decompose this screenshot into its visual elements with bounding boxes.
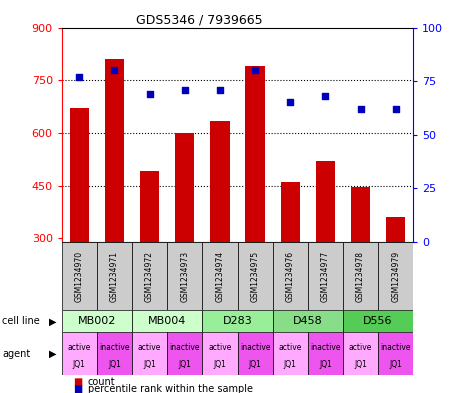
- Text: inactive: inactive: [380, 343, 411, 352]
- Bar: [273, 242, 308, 310]
- Text: active: active: [349, 343, 372, 352]
- Text: MB002: MB002: [78, 316, 116, 326]
- Point: [216, 86, 224, 93]
- Bar: [62, 310, 132, 332]
- Text: inactive: inactive: [240, 343, 270, 352]
- Text: active: active: [278, 343, 302, 352]
- Point: [181, 86, 189, 93]
- Text: GSM1234978: GSM1234978: [356, 251, 365, 301]
- Text: percentile rank within the sample: percentile rank within the sample: [88, 384, 253, 393]
- Text: JQ1: JQ1: [319, 360, 332, 369]
- Bar: [386, 217, 405, 343]
- Text: inactive: inactive: [99, 343, 130, 352]
- Bar: [281, 182, 300, 343]
- Text: GSM1234979: GSM1234979: [391, 250, 400, 302]
- Bar: [175, 133, 194, 343]
- Text: JQ1: JQ1: [389, 360, 402, 369]
- Bar: [62, 242, 97, 310]
- Point: [322, 93, 329, 99]
- Text: JQ1: JQ1: [143, 360, 156, 369]
- Bar: [351, 187, 370, 343]
- Bar: [308, 242, 343, 310]
- Text: cell line: cell line: [2, 316, 40, 326]
- Point: [357, 106, 364, 112]
- Bar: [202, 332, 238, 375]
- Bar: [62, 332, 97, 375]
- Bar: [273, 310, 343, 332]
- Bar: [273, 332, 308, 375]
- Text: JQ1: JQ1: [248, 360, 262, 369]
- Text: active: active: [67, 343, 91, 352]
- Bar: [202, 242, 238, 310]
- Point: [286, 99, 294, 106]
- Bar: [105, 59, 124, 343]
- Point: [392, 106, 399, 112]
- Bar: [140, 171, 159, 343]
- Text: JQ1: JQ1: [213, 360, 227, 369]
- Text: JQ1: JQ1: [108, 360, 121, 369]
- Bar: [70, 108, 89, 343]
- Text: JQ1: JQ1: [354, 360, 367, 369]
- Bar: [343, 332, 378, 375]
- Text: GSM1234977: GSM1234977: [321, 250, 330, 302]
- Bar: [202, 310, 273, 332]
- Bar: [97, 332, 132, 375]
- Bar: [167, 332, 202, 375]
- Bar: [308, 332, 343, 375]
- Text: inactive: inactive: [310, 343, 341, 352]
- Text: active: active: [208, 343, 232, 352]
- Text: GSM1234970: GSM1234970: [75, 250, 84, 302]
- Bar: [378, 332, 413, 375]
- Text: MB004: MB004: [148, 316, 186, 326]
- Point: [146, 91, 153, 97]
- Text: GDS5346 / 7939665: GDS5346 / 7939665: [136, 14, 263, 27]
- Text: GSM1234975: GSM1234975: [251, 250, 259, 302]
- Bar: [238, 242, 273, 310]
- Bar: [238, 332, 273, 375]
- Bar: [132, 242, 167, 310]
- Text: GSM1234972: GSM1234972: [145, 251, 154, 301]
- Text: JQ1: JQ1: [284, 360, 297, 369]
- Text: JQ1: JQ1: [178, 360, 191, 369]
- Text: D458: D458: [293, 316, 323, 326]
- Bar: [316, 161, 335, 343]
- Bar: [246, 66, 265, 343]
- Text: count: count: [88, 377, 115, 387]
- Point: [251, 67, 259, 73]
- Bar: [132, 332, 167, 375]
- Bar: [167, 242, 202, 310]
- Text: GSM1234973: GSM1234973: [180, 250, 189, 302]
- Text: ■: ■: [74, 377, 83, 387]
- Text: JQ1: JQ1: [73, 360, 86, 369]
- Text: GSM1234976: GSM1234976: [286, 250, 294, 302]
- Bar: [343, 242, 378, 310]
- Text: active: active: [138, 343, 162, 352]
- Bar: [132, 310, 202, 332]
- Text: ■: ■: [74, 384, 83, 393]
- Text: GSM1234974: GSM1234974: [216, 250, 224, 302]
- Text: ▶: ▶: [48, 316, 56, 326]
- Point: [76, 73, 83, 80]
- Point: [111, 67, 118, 73]
- Bar: [343, 310, 413, 332]
- Bar: [97, 242, 132, 310]
- Text: GSM1234971: GSM1234971: [110, 251, 119, 301]
- Text: ▶: ▶: [48, 349, 56, 359]
- Text: agent: agent: [2, 349, 30, 359]
- Text: D556: D556: [363, 316, 393, 326]
- Bar: [210, 121, 229, 343]
- Bar: [378, 242, 413, 310]
- Text: inactive: inactive: [170, 343, 200, 352]
- Text: D283: D283: [223, 316, 252, 326]
